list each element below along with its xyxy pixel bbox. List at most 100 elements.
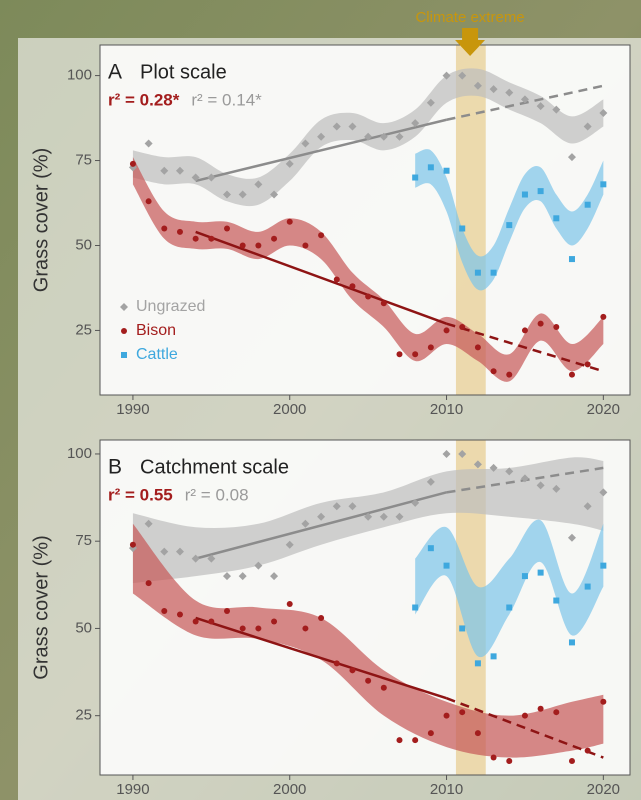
point	[427, 164, 434, 171]
point	[333, 276, 340, 283]
trend-line	[195, 118, 447, 183]
point	[286, 218, 293, 225]
point	[553, 324, 560, 331]
plot-frame	[99, 44, 631, 396]
point	[302, 242, 309, 249]
point	[348, 502, 357, 511]
point	[318, 232, 325, 239]
point	[567, 533, 576, 542]
trend-line	[195, 491, 447, 560]
point	[474, 269, 481, 276]
point	[490, 368, 497, 375]
legend-label: Cattle	[136, 346, 178, 363]
trend-line	[446, 697, 604, 759]
panel-label: A	[108, 61, 122, 84]
point	[160, 547, 169, 556]
x-tick-label: 2010	[430, 781, 463, 798]
point	[333, 660, 340, 667]
point	[144, 519, 153, 528]
point	[239, 242, 246, 249]
x-tick-label: 2020	[587, 401, 620, 418]
point	[458, 449, 467, 458]
point	[600, 313, 607, 320]
y-axis-label: Grass cover (%)	[30, 535, 52, 679]
point	[474, 344, 481, 351]
point	[349, 283, 356, 290]
point	[285, 159, 294, 168]
point	[176, 228, 183, 235]
point	[536, 102, 545, 111]
point	[537, 569, 544, 576]
annotation: Climate extreme	[415, 9, 524, 26]
point	[145, 198, 152, 205]
y-tick-label: 25	[75, 321, 92, 338]
point	[364, 512, 373, 521]
point	[380, 684, 387, 691]
point	[583, 502, 592, 511]
trend-line	[446, 322, 604, 373]
point	[521, 191, 528, 198]
point	[175, 547, 184, 556]
x-tick-label: 2020	[587, 781, 620, 798]
confidence-band	[132, 523, 604, 758]
annotation-arrow	[455, 28, 486, 56]
point	[270, 190, 279, 199]
x-tick-label: 2000	[273, 781, 306, 798]
point	[427, 730, 434, 737]
point	[192, 235, 199, 242]
point	[459, 625, 466, 632]
point	[207, 173, 216, 182]
y-tick-label: 100	[67, 445, 92, 462]
point	[412, 351, 419, 358]
point	[317, 512, 326, 521]
point	[238, 190, 247, 199]
point	[600, 562, 607, 569]
point	[412, 737, 419, 744]
y-tick-label: 25	[75, 707, 92, 724]
point	[553, 709, 560, 716]
point	[395, 132, 404, 141]
point	[505, 467, 514, 476]
y-tick-label: 100	[67, 67, 92, 84]
point	[191, 173, 200, 182]
point	[255, 242, 262, 249]
point	[599, 108, 608, 117]
point	[490, 269, 497, 276]
point	[568, 371, 575, 378]
r-squared: r² = 0.55	[108, 485, 173, 504]
point	[208, 235, 215, 242]
panel-title: Catchment scale	[140, 456, 289, 478]
point	[121, 328, 127, 334]
point	[426, 98, 435, 107]
point	[459, 225, 466, 232]
y-tick-label: 75	[75, 532, 92, 549]
point	[207, 554, 216, 563]
point	[348, 122, 357, 131]
point	[364, 132, 373, 141]
point	[317, 132, 326, 141]
point	[208, 618, 215, 625]
point	[238, 572, 247, 581]
panel-label: B	[108, 456, 122, 479]
point	[552, 105, 561, 114]
point	[458, 71, 467, 80]
point	[442, 71, 451, 80]
point	[379, 132, 388, 141]
point	[520, 95, 529, 104]
point	[553, 597, 560, 604]
point	[286, 601, 293, 608]
point	[301, 139, 310, 148]
point	[537, 188, 544, 195]
point	[474, 730, 481, 737]
point	[332, 502, 341, 511]
confidence-band	[415, 149, 604, 291]
confidence-band	[415, 519, 604, 658]
point	[473, 460, 482, 469]
point	[568, 256, 575, 263]
x-tick-label: 1990	[116, 781, 149, 798]
point	[584, 201, 591, 208]
x-tick-label: 2000	[273, 401, 306, 418]
point	[145, 580, 152, 587]
